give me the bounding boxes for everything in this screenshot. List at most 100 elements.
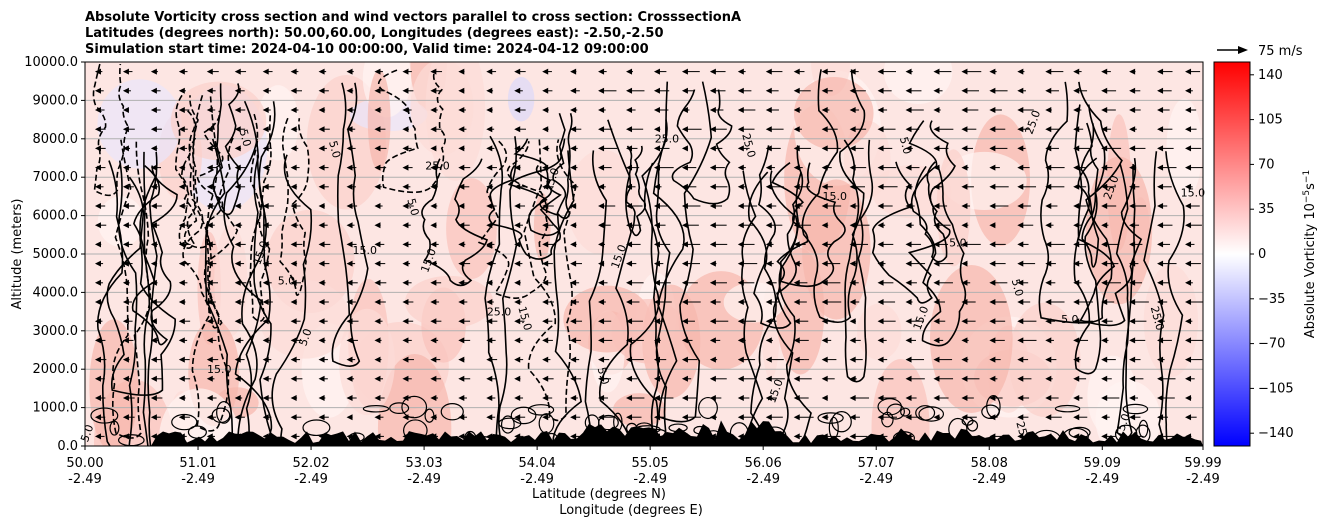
wind-vector-head xyxy=(486,337,493,344)
wind-vector-head xyxy=(542,203,549,209)
wind-vector-head xyxy=(737,318,744,325)
wind-vector xyxy=(150,337,158,344)
wind-vector xyxy=(122,260,133,267)
wind-vector-head xyxy=(122,87,129,94)
wind-vector xyxy=(626,356,644,363)
wind-vector xyxy=(905,183,913,190)
wind-vector-head xyxy=(933,375,940,382)
wind-vector-head xyxy=(458,68,465,75)
wind-vector xyxy=(234,375,243,382)
wind-vector xyxy=(989,241,1006,248)
vorticity-contour xyxy=(877,398,902,416)
wind-vector-head xyxy=(653,356,660,363)
wind-vector-head xyxy=(150,222,157,229)
wind-vector xyxy=(542,107,549,113)
wind-vector xyxy=(821,68,836,75)
wind-vector xyxy=(150,107,161,113)
wind-vector xyxy=(122,395,135,401)
wind-vector-head xyxy=(1129,279,1136,286)
wind-vector-head xyxy=(570,375,577,382)
x-axis-label-longitude: Longitude (degrees E) xyxy=(559,503,703,518)
wind-vector-head xyxy=(346,260,353,267)
wind-vector-head xyxy=(206,183,213,190)
wind-vector xyxy=(234,299,245,305)
wind-vector-head xyxy=(626,145,633,152)
wind-vector xyxy=(122,203,135,209)
wind-vector xyxy=(178,126,188,133)
wind-vector-head xyxy=(933,183,940,190)
wind-vector xyxy=(570,375,582,382)
wind-vector-head xyxy=(961,356,968,363)
wind-vector xyxy=(877,164,897,171)
wind-vector-head xyxy=(1017,375,1024,382)
wind-vector xyxy=(486,375,497,382)
wind-vector xyxy=(486,299,494,305)
wind-vector-head xyxy=(150,356,157,363)
wind-vector-head xyxy=(1185,279,1192,286)
x-tick-label-longitude: -2.49 xyxy=(294,472,328,487)
wind-vector-head xyxy=(262,126,269,133)
wind-vector xyxy=(1129,107,1141,113)
x-tick-label-longitude: -2.49 xyxy=(859,472,893,487)
wind-vector-head xyxy=(458,183,465,190)
wind-vector xyxy=(989,107,1002,113)
wind-vector xyxy=(346,356,356,363)
wind-vector xyxy=(1045,145,1059,152)
wind-vector-head xyxy=(430,68,437,75)
wind-vector xyxy=(570,260,582,267)
x-tick-label-longitude: -2.49 xyxy=(407,472,441,487)
wind-vector xyxy=(1101,337,1109,344)
wind-vector xyxy=(206,222,215,229)
wind-vector xyxy=(849,414,860,421)
wind-vector-head xyxy=(877,299,884,305)
wind-vector xyxy=(765,145,781,152)
wind-vector xyxy=(1073,318,1093,325)
wind-vector xyxy=(1073,356,1081,363)
wind-vector xyxy=(234,356,245,363)
wind-vector-head xyxy=(1129,107,1136,113)
wind-vector xyxy=(653,337,661,344)
wind-vector xyxy=(765,395,777,401)
wind-vector-head xyxy=(709,337,716,344)
vorticity-contour xyxy=(886,403,905,420)
contour-label: 5.0 xyxy=(404,197,421,217)
wind-vector-head xyxy=(821,183,828,190)
wind-vector xyxy=(709,241,728,248)
wind-vector-head xyxy=(626,395,633,401)
vorticity-contour xyxy=(771,162,846,288)
wind-vector xyxy=(821,183,833,190)
wind-vector-head xyxy=(849,414,856,421)
wind-vector-head xyxy=(374,107,381,113)
wind-vector-head xyxy=(681,337,688,344)
wind-vector-head xyxy=(877,126,884,133)
wind-vector xyxy=(933,145,949,152)
wind-vector xyxy=(1157,356,1165,363)
wind-vector-head xyxy=(570,279,577,286)
wind-vector-head xyxy=(1129,260,1136,267)
colorbar-tick-label: 105 xyxy=(1258,113,1283,128)
wind-vector-head xyxy=(94,183,101,190)
wind-vector-head xyxy=(514,87,521,94)
wind-vector xyxy=(1101,164,1113,171)
wind-vector-head xyxy=(374,164,381,171)
wind-vector xyxy=(1101,203,1117,209)
colorbar-label-unit: s xyxy=(1303,183,1318,190)
wind-vector-head xyxy=(1101,183,1108,190)
wind-vector-head xyxy=(570,222,577,229)
wind-vector xyxy=(961,241,981,248)
wind-vector xyxy=(681,414,701,421)
wind-vector xyxy=(206,337,217,344)
wind-vector-head xyxy=(206,87,213,94)
wind-vector-head xyxy=(150,375,157,382)
wind-vector xyxy=(849,107,860,113)
wind-vector-head xyxy=(1073,203,1080,209)
wind-vector-head xyxy=(458,203,465,209)
wind-vector xyxy=(598,414,615,421)
wind-vector-head xyxy=(681,260,688,267)
wind-vector xyxy=(933,183,943,190)
wind-vector xyxy=(178,395,186,401)
wind-vector-head xyxy=(933,164,940,171)
vorticity-contour xyxy=(698,396,718,420)
wind-vector-head xyxy=(290,318,297,325)
wind-vector-head xyxy=(1017,203,1024,209)
